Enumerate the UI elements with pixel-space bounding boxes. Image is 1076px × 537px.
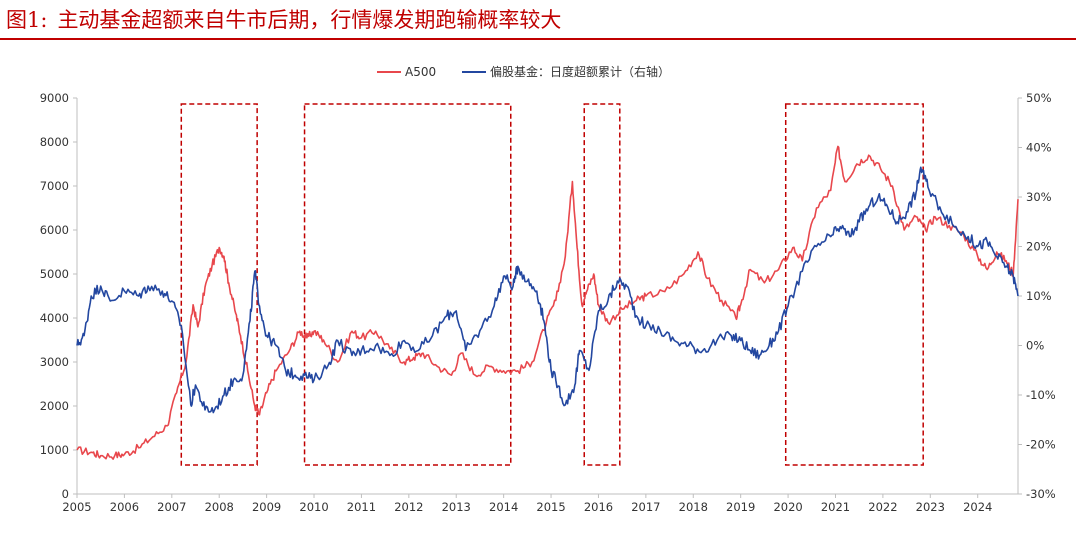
x-tick-label: 2017 — [631, 500, 660, 514]
left-tick-label: 7000 — [40, 179, 69, 193]
right-tick-label: -20% — [1026, 438, 1056, 452]
left-tick-label: 2000 — [40, 399, 69, 413]
x-tick-label: 2006 — [110, 500, 139, 514]
x-tick-label: 2014 — [489, 500, 518, 514]
x-tick-label: 2016 — [584, 500, 613, 514]
legend-label: A500 — [405, 65, 436, 79]
x-tick-label: 2021 — [821, 500, 850, 514]
x-tick-label: 2018 — [679, 500, 708, 514]
x-tick-label: 2022 — [868, 500, 897, 514]
chart-series-lines — [76, 145, 1019, 460]
x-tick-label: 2020 — [773, 500, 802, 514]
highlight-period-box — [784, 103, 924, 466]
chart-axes: 0 1000 2000 3000 4000 5000 6000 7000 8000 9000 -30… — [40, 91, 1056, 514]
figure-title: 图1: 主动基金超额来自牛市后期，行情爆发期跑输概率较大 — [6, 4, 571, 34]
highlight-period-box — [583, 103, 621, 466]
left-tick-label: 0 — [62, 487, 69, 501]
right-tick-label: 50% — [1026, 91, 1052, 105]
figure-caption: 主动基金超额来自牛市后期，行情爆发期跑输概率较大 — [57, 8, 562, 32]
left-tick-label: 1000 — [40, 443, 69, 457]
left-tick-label: 5000 — [40, 267, 69, 281]
figure-label: 图1: — [6, 8, 48, 32]
left-tick-label: 9000 — [40, 91, 69, 105]
chart-legend: A500 偏股基金：日度超额累计（右轴） — [377, 64, 670, 79]
x-tick-label: 2019 — [726, 500, 755, 514]
right-tick-label: 30% — [1026, 190, 1052, 204]
highlight-boxes — [180, 103, 924, 466]
right-tick-label: 40% — [1026, 141, 1052, 155]
right-tick-label: -30% — [1026, 487, 1056, 501]
x-tick-label: 2024 — [963, 500, 992, 514]
right-tick-label: 10% — [1026, 289, 1052, 303]
left-tick-label: 8000 — [40, 135, 69, 149]
highlight-period-box — [303, 103, 512, 466]
x-tick-label: 2009 — [252, 500, 281, 514]
x-tick-label: 2011 — [347, 500, 376, 514]
title-underline — [0, 38, 1076, 40]
a500-series-line — [76, 145, 1019, 460]
x-tick-label: 2005 — [62, 500, 91, 514]
x-tick-label: 2010 — [299, 500, 328, 514]
x-tick-label: 2008 — [205, 500, 234, 514]
right-tick-label: -10% — [1026, 388, 1056, 402]
right-tick-label: 0% — [1026, 339, 1044, 353]
x-tick-label: 2023 — [916, 500, 945, 514]
legend-label: 偏股基金：日度超额累计（右轴） — [490, 64, 670, 79]
highlight-period-box — [180, 103, 258, 466]
left-tick-label: 3000 — [40, 355, 69, 369]
x-tick-label: 2007 — [157, 500, 186, 514]
x-tick-label: 2012 — [394, 500, 423, 514]
fund-excess-series-line — [76, 166, 1019, 414]
right-tick-label: 20% — [1026, 240, 1052, 254]
left-tick-label: 4000 — [40, 311, 69, 325]
x-tick-label: 2015 — [536, 500, 565, 514]
left-tick-label: 6000 — [40, 223, 69, 237]
x-tick-label: 2013 — [442, 500, 471, 514]
